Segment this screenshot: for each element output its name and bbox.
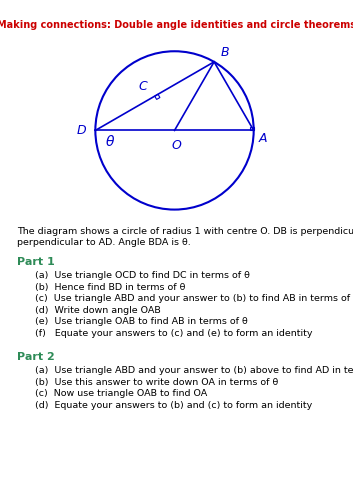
Text: $\theta$: $\theta$: [105, 134, 115, 149]
Text: (b)  Use this answer to write down OA in terms of θ: (b) Use this answer to write down OA in …: [35, 378, 278, 386]
Text: Part 1: Part 1: [17, 258, 55, 268]
Text: $C$: $C$: [138, 80, 148, 93]
Text: (e)  Use triangle OAB to find AB in terms of θ: (e) Use triangle OAB to find AB in terms…: [35, 318, 248, 326]
Text: (c)  Use triangle ABD and your answer to (b) to find AB in terms of θ: (c) Use triangle ABD and your answer to …: [35, 294, 353, 304]
Text: (a)  Use triangle ABD and your answer to (b) above to find AD in terms of θ: (a) Use triangle ABD and your answer to …: [35, 366, 353, 375]
Text: $D$: $D$: [76, 124, 88, 137]
Text: Making connections: Double angle identities and circle theorems: Making connections: Double angle identit…: [0, 20, 353, 30]
Text: $B$: $B$: [220, 46, 229, 60]
Text: (d)  Equate your answers to (b) and (c) to form an identity: (d) Equate your answers to (b) and (c) t…: [35, 400, 312, 409]
Text: (b)  Hence find BD in terms of θ: (b) Hence find BD in terms of θ: [35, 283, 185, 292]
Text: (c)  Now use triangle OAB to find OA: (c) Now use triangle OAB to find OA: [35, 389, 207, 398]
Text: Part 2: Part 2: [17, 352, 55, 362]
Text: The diagram shows a circle of radius 1 with centre O. DB is perpendicular to OC : The diagram shows a circle of radius 1 w…: [17, 228, 353, 236]
Text: $O$: $O$: [171, 139, 183, 152]
Text: (a)  Use triangle OCD to find DC in terms of θ: (a) Use triangle OCD to find DC in terms…: [35, 272, 250, 280]
Text: (f)   Equate your answers to (c) and (e) to form an identity: (f) Equate your answers to (c) and (e) t…: [35, 329, 312, 338]
Text: perpendicular to AD. Angle BDA is θ.: perpendicular to AD. Angle BDA is θ.: [17, 238, 191, 248]
Text: $A$: $A$: [258, 132, 269, 145]
Text: (d)  Write down angle OAB: (d) Write down angle OAB: [35, 306, 161, 315]
